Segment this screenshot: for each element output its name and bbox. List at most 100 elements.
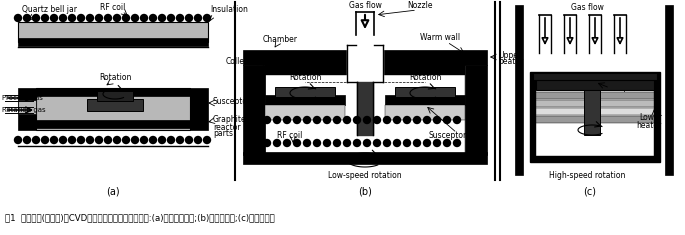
Circle shape bbox=[32, 137, 40, 144]
Bar bbox=[536, 78, 654, 156]
Circle shape bbox=[264, 140, 271, 146]
Circle shape bbox=[293, 140, 301, 146]
Circle shape bbox=[158, 15, 166, 21]
Bar bbox=[243, 65, 265, 155]
Circle shape bbox=[403, 140, 410, 146]
Circle shape bbox=[195, 15, 201, 21]
Bar bbox=[265, 105, 345, 120]
Bar bbox=[536, 100, 654, 107]
Circle shape bbox=[158, 137, 166, 144]
Circle shape bbox=[51, 137, 58, 144]
Circle shape bbox=[140, 15, 147, 21]
Circle shape bbox=[95, 137, 103, 144]
Text: (b): (b) bbox=[358, 187, 372, 197]
Text: Upper: Upper bbox=[498, 51, 521, 59]
Text: Collector: Collector bbox=[226, 58, 260, 67]
Bar bbox=[515, 5, 523, 175]
Circle shape bbox=[393, 140, 401, 146]
Circle shape bbox=[23, 15, 31, 21]
Circle shape bbox=[414, 140, 421, 146]
Circle shape bbox=[149, 15, 156, 21]
Text: 图1  典型热壁(或温壁)式CVD外延炉反应室的结构示意图:(a)热壁水平卧式;(b)温壁行星式;(c)准热壁立式: 图1 典型热壁(或温壁)式CVD外延炉反应室的结构示意图:(a)热壁水平卧式;(… bbox=[5, 214, 275, 223]
Bar bbox=[18, 22, 208, 42]
Circle shape bbox=[177, 15, 184, 21]
Circle shape bbox=[284, 117, 290, 124]
Circle shape bbox=[434, 117, 440, 124]
Circle shape bbox=[284, 140, 290, 146]
Circle shape bbox=[443, 140, 451, 146]
Text: Process gas: Process gas bbox=[2, 95, 43, 101]
Bar bbox=[530, 72, 660, 162]
Circle shape bbox=[364, 140, 371, 146]
Circle shape bbox=[186, 15, 192, 21]
Circle shape bbox=[168, 15, 175, 21]
Bar bbox=[97, 91, 133, 101]
Circle shape bbox=[177, 137, 184, 144]
Circle shape bbox=[343, 140, 351, 146]
Circle shape bbox=[123, 137, 129, 144]
Circle shape bbox=[132, 15, 138, 21]
Circle shape bbox=[273, 117, 280, 124]
Circle shape bbox=[32, 15, 40, 21]
Text: Gas flow: Gas flow bbox=[349, 1, 382, 11]
Circle shape bbox=[149, 137, 156, 144]
Bar bbox=[265, 65, 465, 155]
Circle shape bbox=[105, 137, 112, 144]
Circle shape bbox=[423, 117, 430, 124]
Circle shape bbox=[353, 140, 360, 146]
Bar bbox=[536, 92, 654, 99]
Bar bbox=[395, 87, 455, 97]
Text: Warm wall: Warm wall bbox=[420, 34, 460, 43]
Circle shape bbox=[86, 137, 93, 144]
Circle shape bbox=[68, 137, 75, 144]
Text: Gas flow: Gas flow bbox=[571, 4, 603, 12]
Text: Susceptor: Susceptor bbox=[429, 130, 467, 140]
Circle shape bbox=[132, 137, 138, 144]
Circle shape bbox=[14, 137, 21, 144]
Bar bbox=[87, 99, 143, 111]
Circle shape bbox=[453, 140, 460, 146]
Text: heater: heater bbox=[637, 121, 662, 129]
Text: (a): (a) bbox=[106, 187, 120, 197]
Bar bbox=[36, 120, 190, 128]
Bar bbox=[190, 88, 208, 130]
Text: Chamber: Chamber bbox=[262, 35, 297, 44]
Circle shape bbox=[423, 140, 430, 146]
Circle shape bbox=[264, 117, 271, 124]
Circle shape bbox=[373, 140, 380, 146]
Text: Rotation: Rotation bbox=[99, 74, 132, 82]
Text: High-speed rotation: High-speed rotation bbox=[549, 171, 625, 180]
Bar bbox=[665, 5, 673, 175]
Circle shape bbox=[60, 15, 66, 21]
Circle shape bbox=[123, 15, 129, 21]
Text: reactor: reactor bbox=[213, 122, 240, 132]
Text: Graphite: Graphite bbox=[213, 115, 247, 125]
Text: Insulation: Insulation bbox=[210, 4, 248, 13]
Text: (c): (c) bbox=[584, 187, 597, 197]
Circle shape bbox=[373, 117, 380, 124]
Bar bbox=[243, 152, 487, 164]
Circle shape bbox=[293, 117, 301, 124]
Text: Low-speed rotation: Low-speed rotation bbox=[328, 171, 402, 180]
Text: Susceptor: Susceptor bbox=[602, 83, 640, 93]
Circle shape bbox=[453, 117, 460, 124]
Circle shape bbox=[393, 117, 401, 124]
Text: Lower: Lower bbox=[639, 114, 662, 122]
Bar bbox=[536, 108, 654, 115]
Circle shape bbox=[314, 117, 321, 124]
Circle shape bbox=[95, 15, 103, 21]
Circle shape bbox=[186, 137, 192, 144]
Bar bbox=[385, 105, 465, 120]
Circle shape bbox=[23, 137, 31, 144]
Bar bbox=[265, 65, 465, 75]
Circle shape bbox=[114, 15, 121, 21]
Circle shape bbox=[42, 137, 49, 144]
Circle shape bbox=[414, 117, 421, 124]
Circle shape bbox=[443, 117, 451, 124]
Text: Rotation: Rotation bbox=[289, 74, 321, 82]
Circle shape bbox=[60, 137, 66, 144]
Circle shape bbox=[323, 140, 330, 146]
Circle shape bbox=[140, 137, 147, 144]
Bar bbox=[18, 100, 36, 114]
Circle shape bbox=[86, 15, 93, 21]
